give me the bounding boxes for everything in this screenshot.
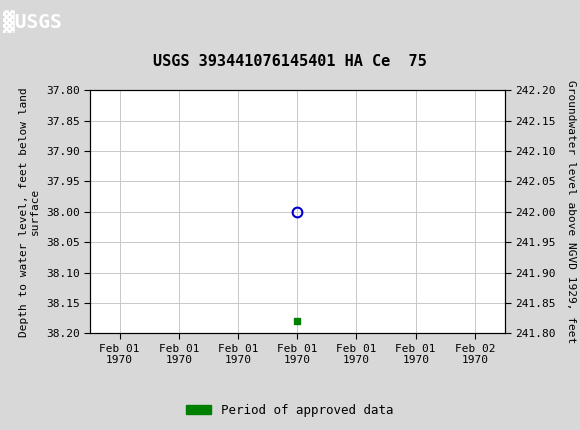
Y-axis label: Groundwater level above NGVD 1929, feet: Groundwater level above NGVD 1929, feet	[566, 80, 577, 344]
Text: ▓USGS: ▓USGS	[3, 10, 61, 33]
Legend: Period of approved data: Period of approved data	[181, 399, 399, 421]
Text: USGS 393441076145401 HA Ce  75: USGS 393441076145401 HA Ce 75	[153, 54, 427, 69]
Y-axis label: Depth to water level, feet below land
surface: Depth to water level, feet below land su…	[19, 87, 40, 337]
